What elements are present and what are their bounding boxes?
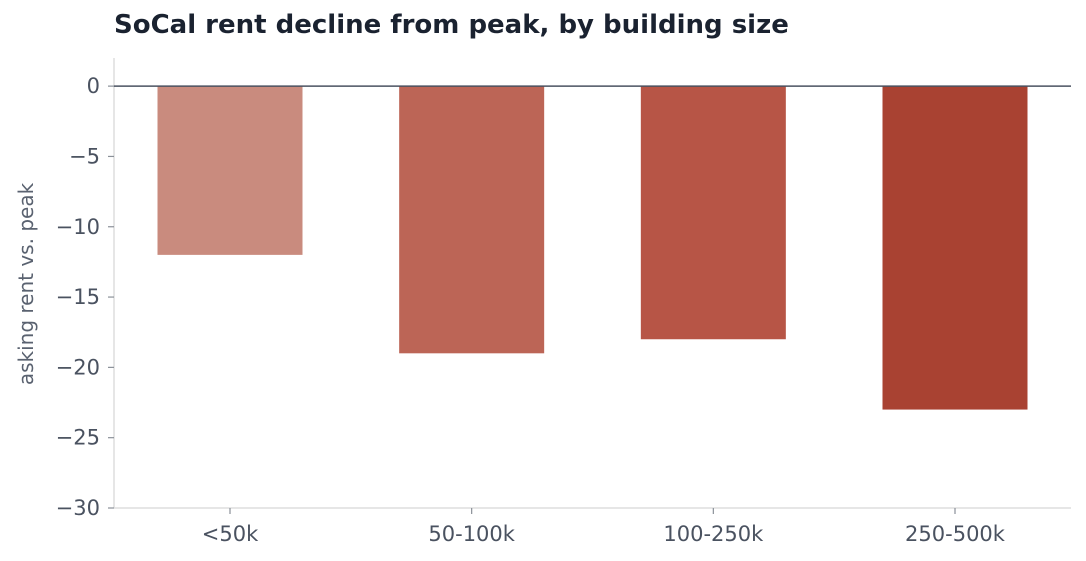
y-axis-title: asking rent vs. peak xyxy=(14,182,38,385)
y-tick-label-1: −5 xyxy=(69,144,100,168)
y-tick-label-0: 0 xyxy=(87,74,100,98)
y-tick-label-3: −15 xyxy=(56,285,100,309)
bar-1 xyxy=(399,86,545,354)
bar-0 xyxy=(157,86,303,255)
bar-2 xyxy=(640,86,786,340)
x-tick-label-3: 250-500k xyxy=(905,522,1006,546)
chart-title: SoCal rent decline from peak, by buildin… xyxy=(114,10,789,40)
y-tick-label-2: −10 xyxy=(56,215,100,239)
x-tick-label-0: <50k xyxy=(202,522,259,546)
y-tick-label-4: −20 xyxy=(56,355,100,379)
y-tick-label-6: −30 xyxy=(56,496,100,520)
x-tick-label-1: 50-100k xyxy=(428,522,515,546)
y-tick-label-5: −25 xyxy=(56,426,100,450)
x-tick-label-2: 100-250k xyxy=(663,522,764,546)
bar-3 xyxy=(882,86,1028,410)
